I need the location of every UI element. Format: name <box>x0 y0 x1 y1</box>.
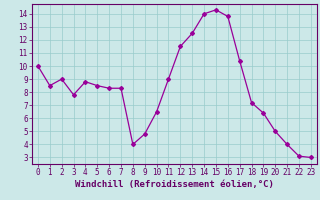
X-axis label: Windchill (Refroidissement éolien,°C): Windchill (Refroidissement éolien,°C) <box>75 180 274 189</box>
